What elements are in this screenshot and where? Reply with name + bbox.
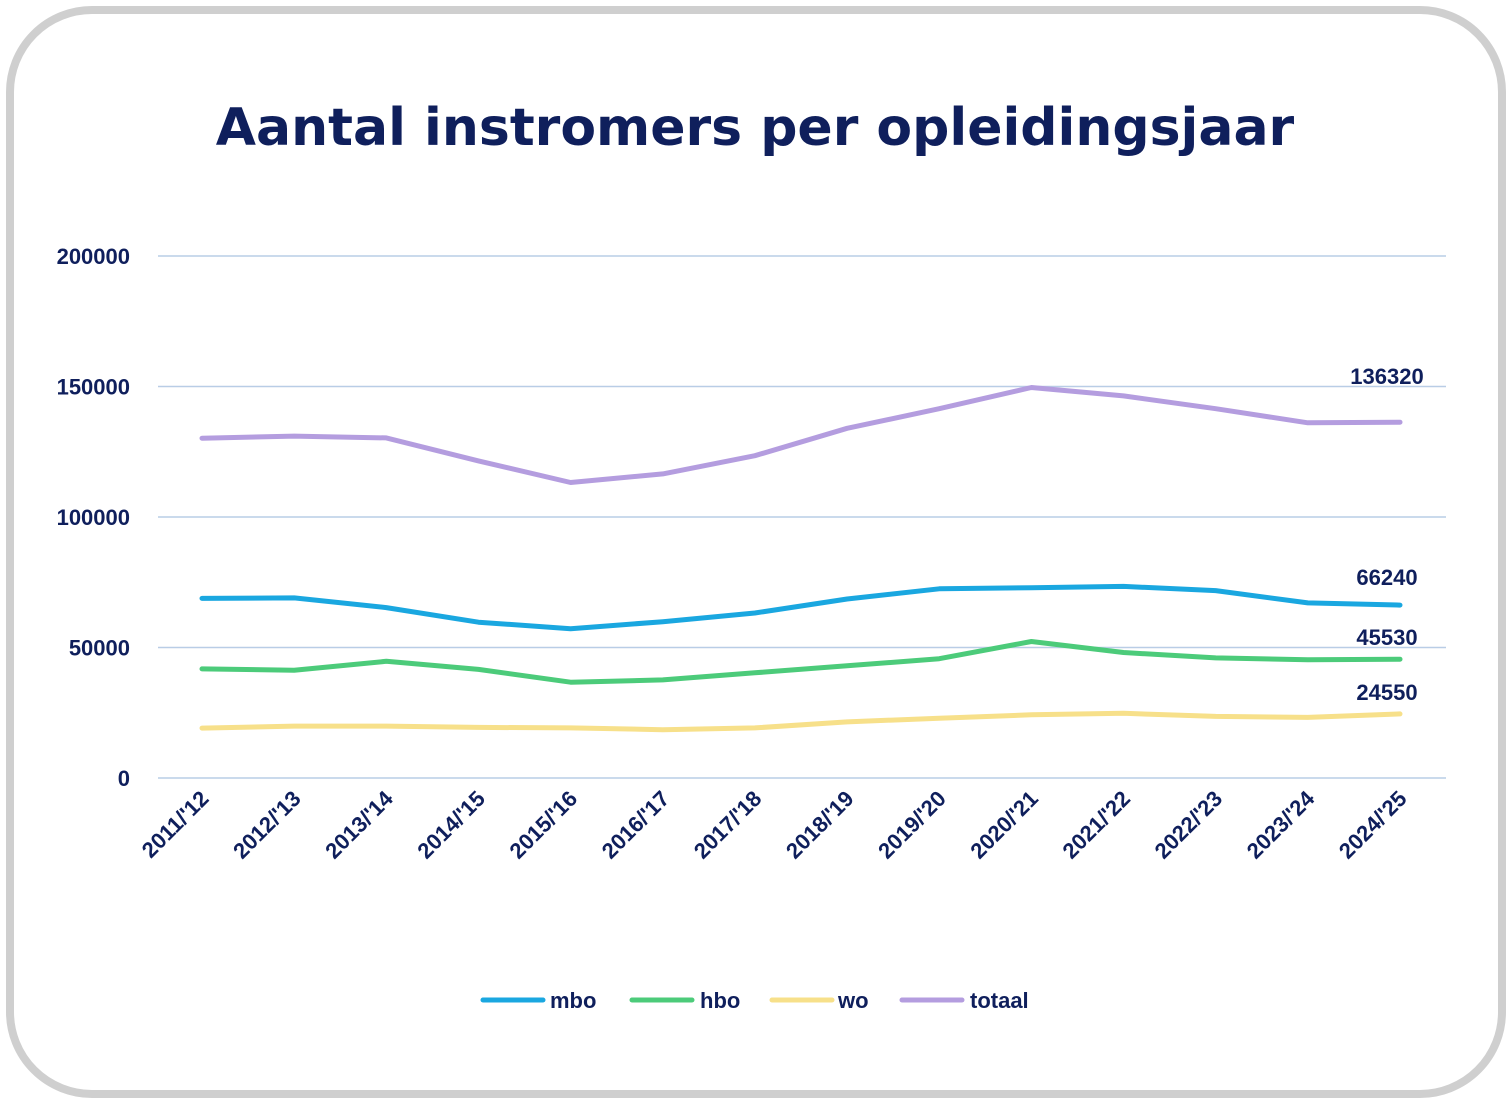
legend-label-wo: wo: [837, 988, 869, 1013]
x-tick-label: 2023/'24: [1242, 785, 1320, 863]
x-tick-label: 2012/'13: [228, 786, 306, 864]
y-tick-label: 50000: [69, 636, 130, 661]
x-tick-label: 2015/'16: [505, 786, 583, 864]
y-tick-label: 0: [118, 766, 130, 791]
y-axis-ticks: 0 50000 100000 150000 200000: [57, 244, 130, 791]
x-tick-label: 2011/'12: [137, 786, 214, 863]
x-axis-ticks: 2011/'12 2012/'13 2013/'14 2014/'15 2015/'16…: [137, 785, 1412, 863]
y-tick-label: 200000: [57, 244, 130, 269]
chart-title: Aantal instromers per opleidingsjaar: [216, 98, 1295, 158]
x-tick-label: 2019/'20: [873, 786, 951, 864]
series-line-mbo: [199, 583, 1403, 632]
chart-frame: [6, 6, 1506, 1098]
gridlines: [158, 255, 1446, 779]
data-labels: 66240 45530 24550 136320: [1350, 364, 1423, 705]
x-tick-label: 2022/'23: [1150, 786, 1228, 864]
data-label-mbo: 66240: [1356, 565, 1417, 590]
legend-label-hbo: hbo: [700, 988, 740, 1013]
series-lines: [199, 385, 1403, 733]
legend-label-totaal: totaal: [970, 988, 1029, 1013]
legend: mbo hbo wo totaal: [480, 988, 1029, 1013]
x-tick-label: 2021/'22: [1057, 786, 1135, 864]
x-tick-label: 2018/'19: [781, 786, 859, 864]
series-line-totaal: [199, 385, 1403, 485]
data-label-hbo: 45530: [1356, 625, 1417, 650]
data-label-wo: 24550: [1356, 680, 1417, 705]
x-tick-label: 2024/'25: [1334, 786, 1412, 864]
y-tick-label: 100000: [57, 505, 130, 530]
x-tick-label: 2020/'21: [965, 786, 1043, 864]
series-line-hbo: [199, 639, 1403, 685]
x-tick-label: 2017/'18: [689, 786, 767, 864]
legend-label-mbo: mbo: [550, 988, 596, 1013]
x-tick-label: 2014/'15: [412, 786, 490, 864]
y-tick-label: 150000: [57, 375, 130, 400]
data-label-totaal: 136320: [1350, 364, 1423, 389]
x-tick-label: 2016/'17: [597, 786, 675, 864]
x-tick-label: 2013/'14: [320, 785, 398, 863]
series-line-wo: [199, 710, 1403, 733]
